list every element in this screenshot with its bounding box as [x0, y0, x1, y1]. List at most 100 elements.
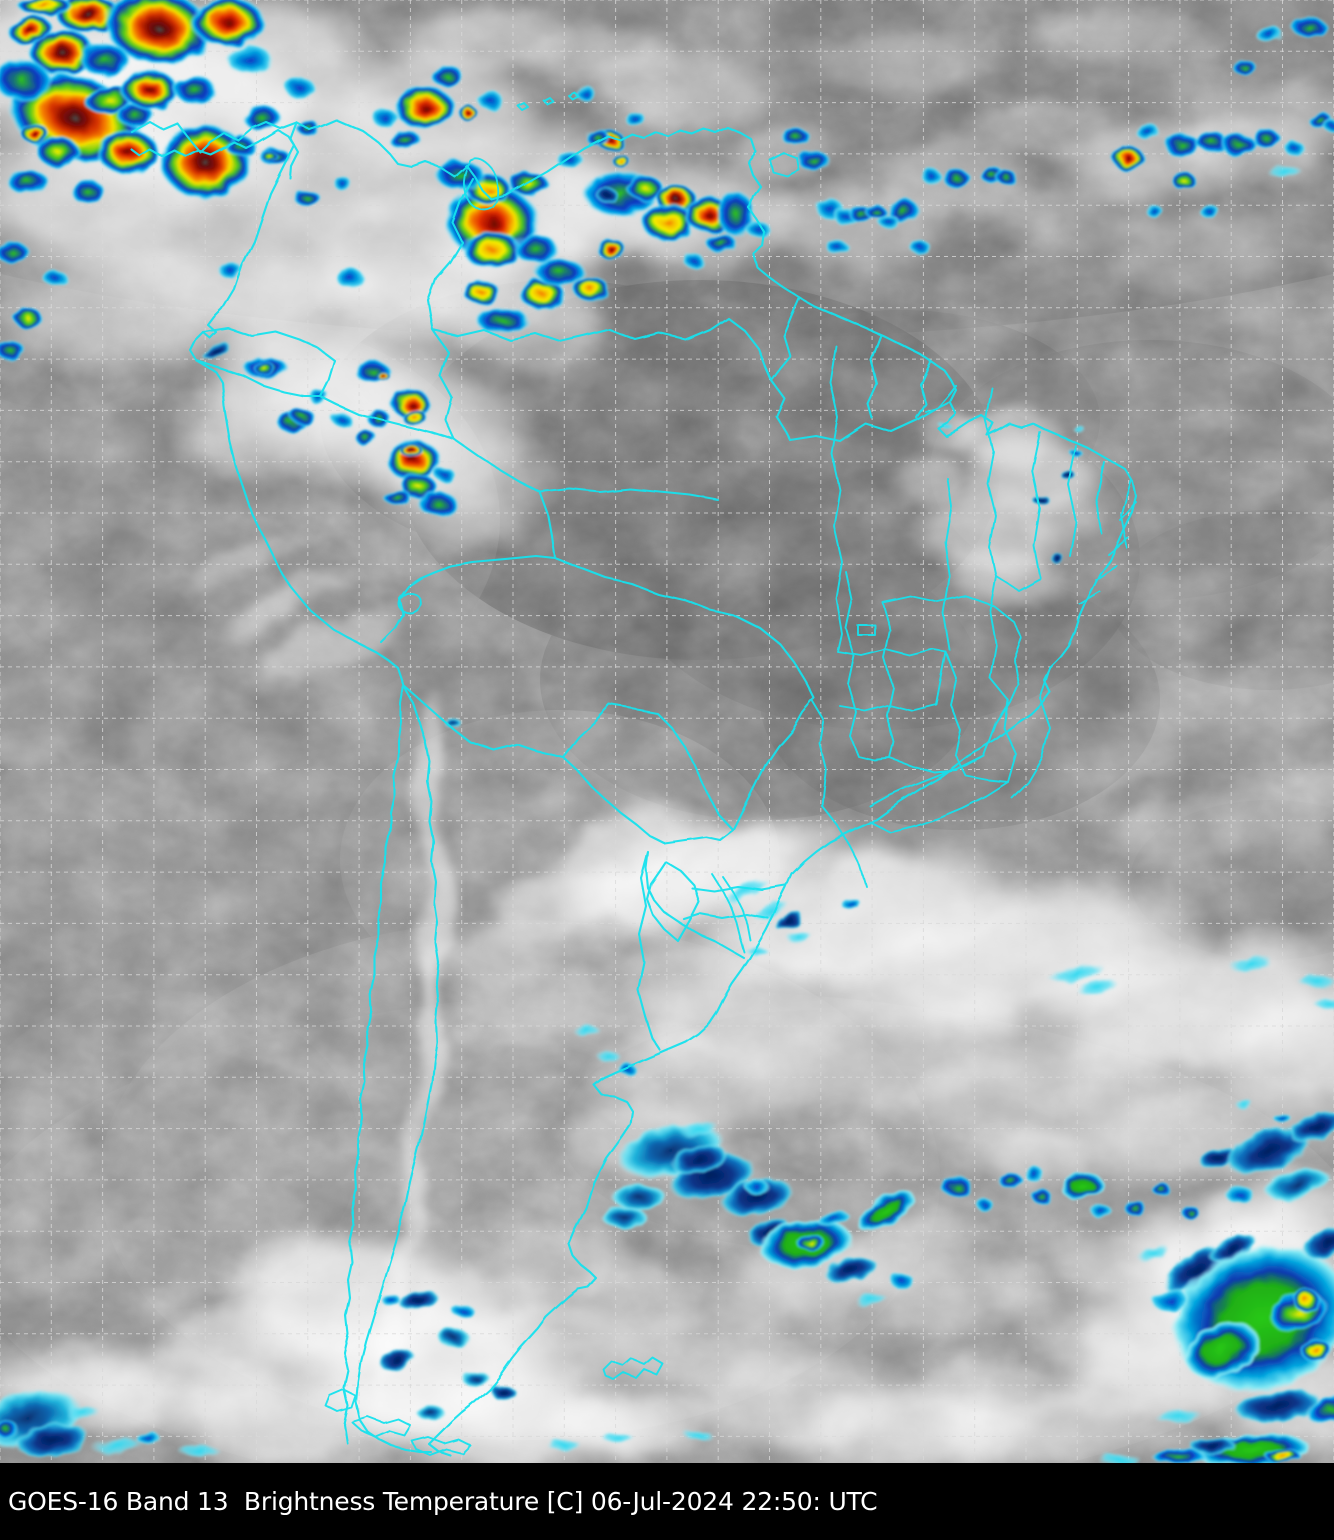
storm-cell [416, 1405, 446, 1421]
storm-cell [572, 276, 610, 302]
storm-cell [6, 168, 50, 196]
storm-cell [1234, 1388, 1322, 1424]
storm-cell [253, 361, 275, 375]
storm-cell [1145, 204, 1163, 218]
storm-cell [462, 230, 522, 270]
storm-cell [786, 930, 812, 944]
storm-cell [1098, 1453, 1142, 1463]
coastline-caribbean-atlantic [130, 118, 1138, 1457]
storm-cell [120, 70, 180, 110]
storm-cell [1224, 1184, 1254, 1204]
storm-cell [1154, 1407, 1202, 1425]
storm-cell [217, 261, 243, 279]
storm-cell [1075, 978, 1119, 996]
islands-and-lakes [325, 91, 951, 1456]
storm-cell [96, 128, 160, 176]
storm-cell [1198, 204, 1220, 218]
storm-cell [70, 179, 106, 205]
storm-cell [28, 28, 96, 76]
storm-cell [574, 85, 596, 101]
storm-cell [995, 169, 1017, 185]
storm-cell [462, 279, 500, 305]
storm-cell [921, 169, 943, 185]
storm-cell [393, 86, 457, 130]
storm-cell [1123, 1200, 1147, 1216]
storm-cell [1136, 1243, 1170, 1263]
storm-cell [683, 1429, 713, 1441]
cloud-mass [900, 1352, 1100, 1432]
storm-cell [462, 1372, 492, 1388]
storm-cell [1254, 25, 1284, 43]
cloud-mass [525, 1382, 725, 1462]
storm-cell [13, 307, 43, 329]
cloud-mass [780, 20, 1020, 100]
storm-cell [1194, 130, 1228, 152]
storm-cell [79, 42, 131, 78]
storm-cell [1297, 973, 1334, 989]
storm-cell [398, 1290, 440, 1312]
cloud-mass [1091, 790, 1269, 870]
caption-text: GOES-16 Band 13 Brightness Temperature [… [8, 1487, 878, 1516]
storm-cell [596, 238, 626, 260]
storm-cell [909, 239, 931, 255]
storm-cell [1049, 554, 1065, 562]
storm-cell [262, 151, 278, 163]
storm-cell [640, 202, 696, 242]
storm-cell [173, 75, 217, 105]
storm-cell [596, 187, 618, 203]
storm-cell [1304, 1395, 1334, 1425]
cloud-mass [1131, 655, 1334, 745]
cloud-mass [160, 370, 360, 490]
storm-cell [331, 413, 353, 427]
storm-cell [1150, 1447, 1206, 1463]
storm-cell [624, 111, 646, 127]
storm-cell [1273, 1112, 1291, 1124]
storm-cell [942, 169, 972, 189]
storm-cell [600, 1206, 648, 1228]
storm-cell [1284, 141, 1306, 157]
storm-cell [780, 126, 810, 146]
storm-cell [335, 267, 365, 289]
storm-cell [293, 189, 321, 207]
storm-cell [683, 253, 705, 269]
storm-cell [199, 341, 231, 359]
storm-cell [825, 239, 849, 255]
storm-cell [8, 14, 52, 46]
storm-cell [1302, 1225, 1334, 1261]
storm-cell [1207, 1232, 1257, 1264]
storm-cell [1060, 1172, 1104, 1200]
storm-cell [36, 136, 80, 168]
storm-cell [433, 466, 455, 482]
storm-cell [400, 442, 422, 458]
storm-cell [371, 108, 399, 128]
storm-cell [823, 1256, 879, 1284]
storm-cell [556, 150, 584, 170]
map-borders-layer [130, 91, 1138, 1457]
storm-cell [1231, 59, 1257, 75]
cloud-mass [177, 522, 323, 598]
storm-cell [1189, 1437, 1237, 1455]
storm-cell [0, 58, 52, 102]
storm-cell [796, 1233, 824, 1251]
storm-cell [611, 1183, 667, 1211]
storm-cell [450, 1303, 474, 1317]
storm-cell [284, 76, 316, 100]
storm-cell [388, 129, 422, 151]
storm-cell [1299, 1339, 1333, 1361]
storm-cell [626, 175, 664, 201]
cloud-mass [245, 595, 415, 695]
storm-cell [382, 488, 412, 506]
storm-cell [176, 1443, 220, 1457]
storm-cell [17, 0, 73, 16]
storm-cell [1171, 172, 1197, 190]
storm-cell [940, 1176, 974, 1198]
storm-cell [1324, 120, 1334, 134]
storm-cell [417, 491, 459, 517]
storm-cell [721, 878, 771, 904]
storm-cell [135, 1431, 161, 1445]
country-borders [194, 120, 958, 1454]
brazil-state-borders [811, 345, 1137, 887]
storm-cell [64, 1406, 102, 1420]
storm-cell [401, 408, 427, 426]
storm-cell [354, 430, 378, 446]
